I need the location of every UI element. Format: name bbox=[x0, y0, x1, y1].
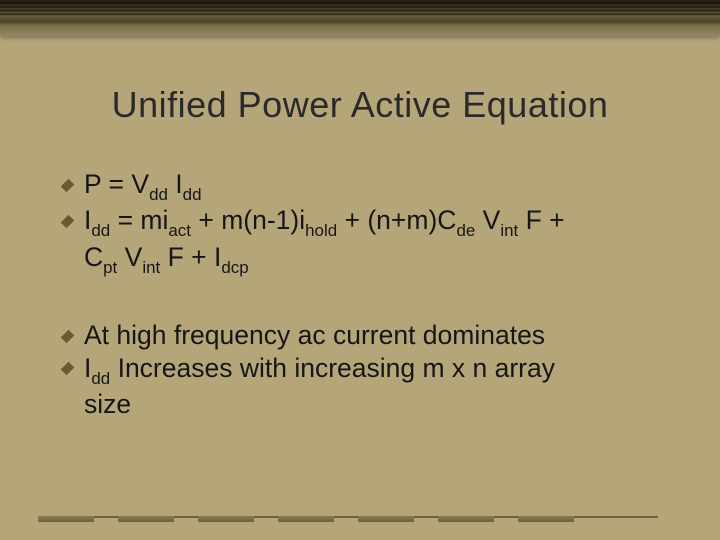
bullet-continuation: Cpt Vint F + Idcp bbox=[62, 241, 680, 277]
slide-content: P = Vdd IddIdd = miact + m(n-1)ihold + (… bbox=[62, 168, 680, 421]
subscript-text: dcp bbox=[221, 258, 248, 277]
body-text: + (n+m)C bbox=[337, 205, 456, 235]
bottom-rule-tick bbox=[198, 516, 254, 522]
body-text: V bbox=[475, 205, 500, 235]
bullet-item: Idd Increases with increasing m x n arra… bbox=[62, 352, 680, 388]
subscript-text: de bbox=[456, 221, 475, 240]
subscript-text: int bbox=[500, 221, 518, 240]
subscript-text: pt bbox=[103, 258, 117, 277]
subscript-text: dd bbox=[149, 185, 168, 204]
bottom-rule-tick bbox=[518, 516, 574, 522]
bullet-diamond-icon bbox=[61, 329, 75, 343]
bullet-diamond-icon bbox=[61, 215, 75, 229]
subscript-text: hold bbox=[305, 221, 337, 240]
body-text: C bbox=[84, 242, 103, 272]
subscript-text: dd bbox=[183, 185, 202, 204]
top-decorative-band bbox=[0, 0, 720, 36]
bottom-rule-tick bbox=[118, 516, 174, 522]
subscript-text: dd bbox=[91, 369, 110, 388]
body-text: size bbox=[84, 389, 131, 419]
subscript-text: act bbox=[168, 221, 191, 240]
bullet-diamond-icon bbox=[61, 178, 75, 192]
bullet-item: Idd = miact + m(n-1)ihold + (n+m)Cde Vin… bbox=[62, 204, 680, 240]
bottom-rule-tick bbox=[278, 516, 334, 522]
bottom-rule bbox=[38, 514, 658, 522]
slide-title: Unified Power Active Equation bbox=[0, 84, 720, 126]
bottom-rule-tick bbox=[438, 516, 494, 522]
bottom-rule-tick bbox=[38, 516, 94, 522]
body-text: Increases with increasing m x n array bbox=[110, 353, 555, 383]
body-text: F + I bbox=[160, 242, 221, 272]
bullet-diamond-icon bbox=[61, 362, 75, 376]
body-text: At high frequency ac current dominates bbox=[84, 320, 545, 350]
bullet-item: P = Vdd Idd bbox=[62, 168, 680, 204]
bullet-block-1: P = Vdd IddIdd = miact + m(n-1)ihold + (… bbox=[62, 168, 680, 277]
body-text: I bbox=[168, 169, 183, 199]
bullet-block-2: At high frequency ac current dominatesId… bbox=[62, 319, 680, 421]
subscript-text: dd bbox=[91, 221, 110, 240]
body-text: P = V bbox=[84, 169, 149, 199]
bullet-item: At high frequency ac current dominates bbox=[62, 319, 680, 352]
body-text: + m(n-1)i bbox=[191, 205, 305, 235]
body-text: V bbox=[117, 242, 142, 272]
bullet-continuation: size bbox=[62, 388, 680, 421]
bottom-rule-tick bbox=[358, 516, 414, 522]
body-text: F + bbox=[518, 205, 564, 235]
body-text: = mi bbox=[110, 205, 168, 235]
subscript-text: int bbox=[142, 258, 160, 277]
